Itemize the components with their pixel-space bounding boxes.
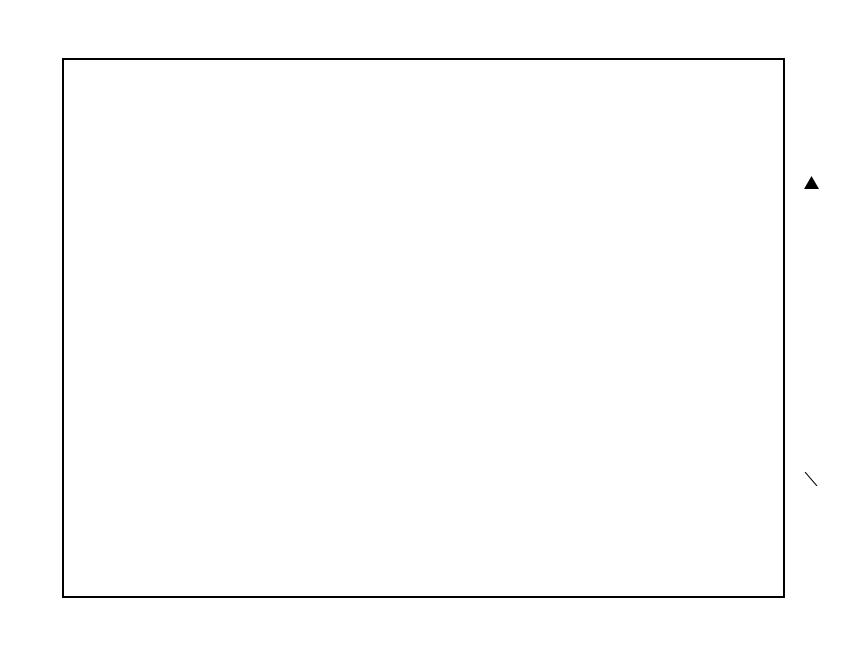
- precipitation-map[interactable]: [62, 58, 785, 598]
- legend-stem-icon: [804, 472, 818, 486]
- map-canvas[interactable]: [64, 60, 783, 596]
- legend-gradient: [804, 188, 819, 480]
- legend-colorbar: [804, 176, 850, 486]
- legend-arrow-icon: [804, 176, 819, 189]
